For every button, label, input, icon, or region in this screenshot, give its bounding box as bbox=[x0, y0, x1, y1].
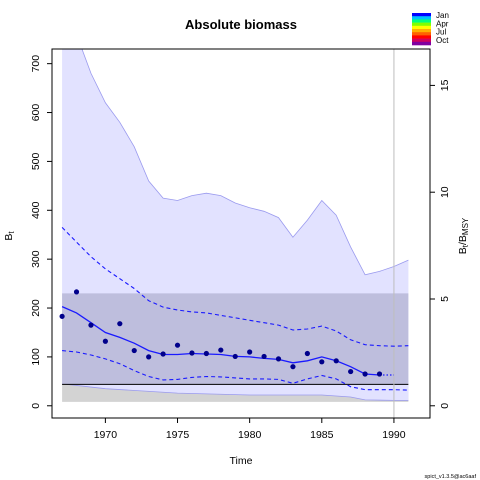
observation-point bbox=[218, 347, 224, 353]
x-tick-label: 1975 bbox=[166, 429, 190, 441]
y-tick-label: 600 bbox=[30, 104, 42, 122]
chart-title: Absolute biomass bbox=[185, 17, 297, 32]
x-tick-label: 1980 bbox=[238, 429, 262, 441]
y-right-tick-label: 15 bbox=[439, 79, 451, 91]
plot-frame bbox=[51, 48, 431, 419]
legend-swatch bbox=[412, 41, 431, 46]
observation-point bbox=[362, 371, 368, 377]
legend-label: Jul bbox=[436, 28, 446, 37]
y-tick-label: 300 bbox=[30, 250, 42, 268]
observation-point bbox=[189, 350, 195, 356]
x-axis-label: Time bbox=[230, 455, 253, 467]
y-tick-label: 100 bbox=[30, 348, 42, 366]
legend-swatch bbox=[412, 32, 431, 36]
svg-text:Bt/BMSY: Bt/BMSY bbox=[457, 217, 470, 254]
observation-point bbox=[117, 321, 123, 327]
observation-point bbox=[88, 322, 94, 328]
legend-swatch bbox=[412, 19, 431, 23]
y-right-tick-label: 10 bbox=[439, 186, 451, 198]
observation-point bbox=[131, 347, 137, 354]
y-tick-label: 0 bbox=[30, 403, 42, 409]
legend-swatch bbox=[412, 38, 431, 43]
observation-point bbox=[304, 350, 310, 357]
bmsy-ci-band bbox=[62, 293, 409, 385]
x-tick-label: 1990 bbox=[382, 429, 406, 441]
y-right-tick-label: 0 bbox=[439, 403, 451, 409]
legend-label: Jan bbox=[436, 11, 449, 20]
x-tick-label: 1970 bbox=[94, 429, 118, 441]
observation-point bbox=[319, 359, 325, 365]
observation-point bbox=[290, 364, 296, 370]
y-axis-label: Bt bbox=[3, 231, 16, 241]
y-right-tick-label: 5 bbox=[439, 296, 451, 302]
series-upper-ci-line bbox=[61, 227, 409, 347]
y-right-axis-label: Bt/BMSY bbox=[457, 217, 470, 254]
plot-content bbox=[59, 49, 409, 418]
legend-swatch bbox=[412, 29, 431, 33]
y-tick-label: 400 bbox=[30, 201, 42, 219]
observation-point bbox=[59, 313, 65, 319]
observation-point bbox=[247, 349, 253, 355]
observation-point bbox=[261, 353, 267, 360]
legend-swatch bbox=[412, 13, 431, 17]
biomass-ci-lower-edge bbox=[62, 383, 409, 401]
observation-point bbox=[333, 358, 339, 364]
observation-point bbox=[376, 371, 383, 377]
observation-point bbox=[160, 351, 166, 357]
legend-label: Oct bbox=[436, 36, 449, 45]
observation-point bbox=[102, 338, 108, 344]
x-tick-label: 1985 bbox=[310, 429, 334, 441]
observation-point bbox=[232, 353, 238, 360]
observation-point bbox=[174, 342, 181, 348]
y-tick-label: 500 bbox=[30, 152, 42, 170]
svg-text:Bt: Bt bbox=[3, 231, 16, 241]
plot-area: 1970 1975 1980 1985 199001002003004005006007… bbox=[30, 48, 451, 441]
series-lower-ci-line bbox=[62, 350, 409, 391]
observation-point bbox=[275, 356, 282, 362]
y-tick-label: 200 bbox=[30, 299, 42, 317]
legend-swatch bbox=[412, 16, 431, 20]
biomass-ci-upper-edge bbox=[81, 49, 409, 276]
legend-swatch bbox=[412, 22, 431, 27]
observation-point bbox=[203, 350, 209, 357]
legend-label: Apr bbox=[436, 19, 449, 28]
legend-swatch bbox=[412, 35, 431, 39]
version-footer: spict_v1.3.5@ac6aaf bbox=[425, 474, 477, 480]
series-estimate-line bbox=[61, 306, 380, 376]
observation-point bbox=[73, 289, 80, 295]
legend-swatch bbox=[412, 25, 431, 30]
observation-point bbox=[146, 354, 152, 360]
y-tick-label: 700 bbox=[30, 55, 42, 73]
observation-point bbox=[348, 368, 354, 375]
